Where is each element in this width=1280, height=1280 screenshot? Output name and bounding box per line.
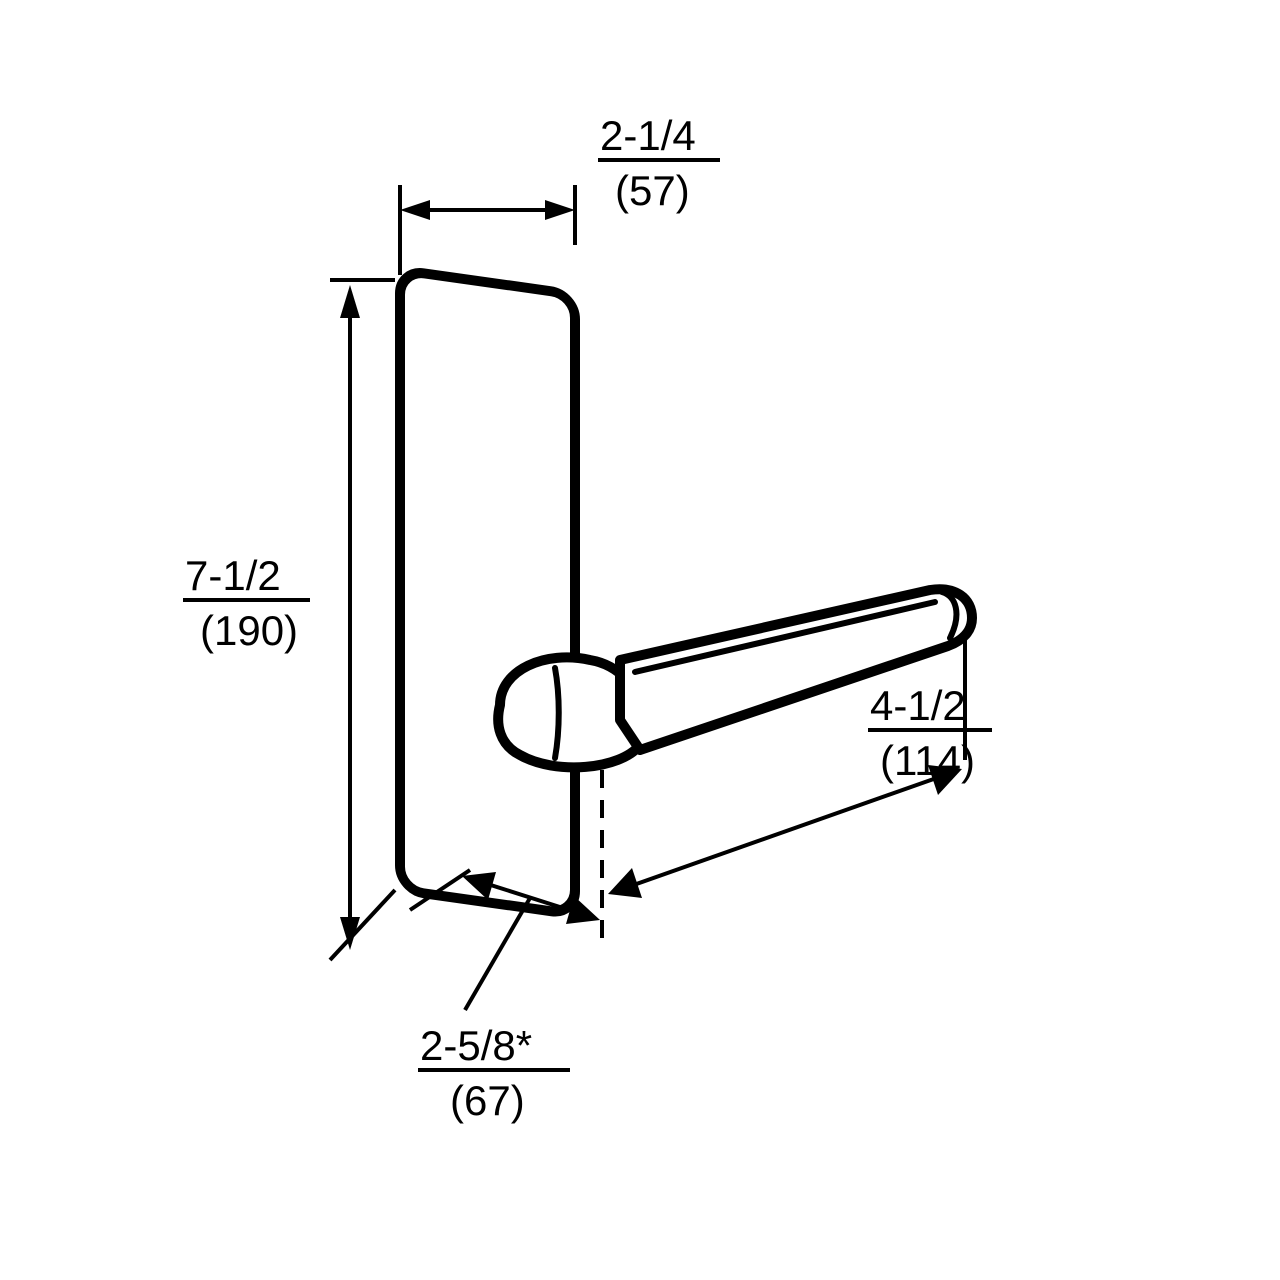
dim-backset-metric: (67): [450, 1077, 525, 1124]
dim-backset-imperial: 2-5/8*: [420, 1022, 532, 1069]
dim-height-imperial: 7-1/2: [185, 552, 281, 599]
dim-height: 7-1/2 (190): [183, 280, 395, 960]
dim-height-metric: (190): [200, 607, 298, 654]
dim-width-imperial: 2-1/4: [600, 112, 696, 159]
escutcheon-plate: [400, 270, 575, 915]
dim-lever-imperial: 4-1/2: [870, 682, 966, 729]
dim-width-metric: (57): [615, 167, 690, 214]
dim-width: 2-1/4 (57): [400, 112, 720, 275]
dimension-diagram: 2-1/4 (57) 7-1/2 (190) 4-1/2 (114): [0, 0, 1280, 1280]
dim-lever-metric: (114): [880, 737, 975, 784]
